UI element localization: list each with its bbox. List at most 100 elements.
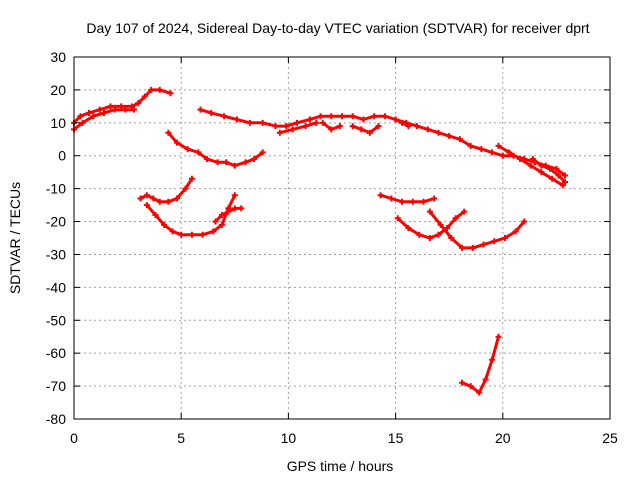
data-point [165,198,172,205]
data-point [561,179,568,186]
y-tick-label: -40 [46,279,66,295]
series-arc-6-scatter-a [278,121,318,135]
data-point [141,93,148,100]
data-point [161,221,168,228]
data-point [339,113,345,120]
tick-layer: -80 -70 -60 -50 -40 -30 -20 -10 0 10 20 30 0 5 10 15 20 2… [46,49,618,446]
data-point [156,198,163,205]
data-point [377,192,384,199]
data-point [231,192,238,199]
data-point [221,113,228,120]
data-point [399,198,406,205]
data-point [495,333,502,340]
data-point [426,235,433,241]
y-tick-label: -30 [46,246,66,262]
data-point [371,113,378,120]
data-point [197,106,204,113]
data-point [203,156,210,163]
data-point [366,129,373,136]
data-point [233,116,240,123]
data-point [469,244,476,251]
data-point [555,172,562,179]
data-point [122,106,129,113]
data-point [431,195,438,202]
y-tick-label: 0 [58,148,66,164]
data-point [79,119,86,126]
data-point [392,116,399,123]
data-point [527,162,534,169]
data-point [549,175,556,182]
data-point [489,149,496,156]
x-tick-label: 15 [388,430,404,446]
data-point [459,244,466,251]
data-point [319,119,326,126]
y-tick-label: 20 [50,82,66,98]
data-point [328,113,335,120]
data-point [435,129,442,136]
data-point [135,100,142,107]
data-point [182,185,189,192]
data-point [86,109,93,116]
data-point [165,129,172,136]
data-point [409,198,416,205]
y-tick-label: -50 [46,312,66,328]
data-point [293,119,300,126]
data-point [521,218,528,225]
data-point [208,109,215,116]
data-point [489,356,496,363]
data-point [137,195,144,202]
data-point [399,119,406,126]
data-point [506,149,513,156]
data-point [107,103,114,110]
data-point [456,136,463,143]
data-point [188,231,195,238]
data-point [452,215,459,222]
data-point [90,113,97,120]
data-point [375,123,382,130]
data-point [446,132,453,139]
data-point [538,169,545,176]
data-point [231,205,238,212]
y-tick-label: -80 [46,411,66,427]
x-tick-label: 25 [602,430,618,446]
data-point [420,198,427,205]
data-point [167,90,174,97]
data-point [388,195,395,202]
data-point [276,129,283,136]
data-point [96,106,103,113]
plot-frame [73,56,611,420]
data-point [210,228,217,235]
y-tick-label: -60 [46,345,66,361]
data-point [212,218,219,225]
data-point [416,231,423,238]
data-point [448,235,455,241]
data-point [251,156,258,163]
data-point [231,162,238,169]
x-tick-label: 10 [281,430,297,446]
data-point [559,182,566,189]
data-point [538,162,545,169]
y-tick-label: -10 [46,181,66,197]
data-point [289,126,296,133]
data-point [259,119,266,126]
data-point [150,195,157,202]
x-axis-label: GPS time / hours [287,458,394,474]
data-point [306,116,313,123]
data-point [195,149,202,156]
data-point [381,113,388,120]
data-point [199,231,206,238]
series-arc-10 [396,210,466,240]
series-arc-6-scatter-c [351,124,380,135]
y-axis-label: SDTVAR / TECUs [7,182,23,294]
data-point [349,123,356,130]
x-tick-label: 0 [70,430,78,446]
data-point [111,106,118,113]
data-point [405,123,412,130]
data-point [328,126,335,133]
data-point [336,123,343,130]
data-point [218,211,225,218]
data-point [259,149,266,156]
data-point [414,123,421,130]
data-point [459,379,466,386]
